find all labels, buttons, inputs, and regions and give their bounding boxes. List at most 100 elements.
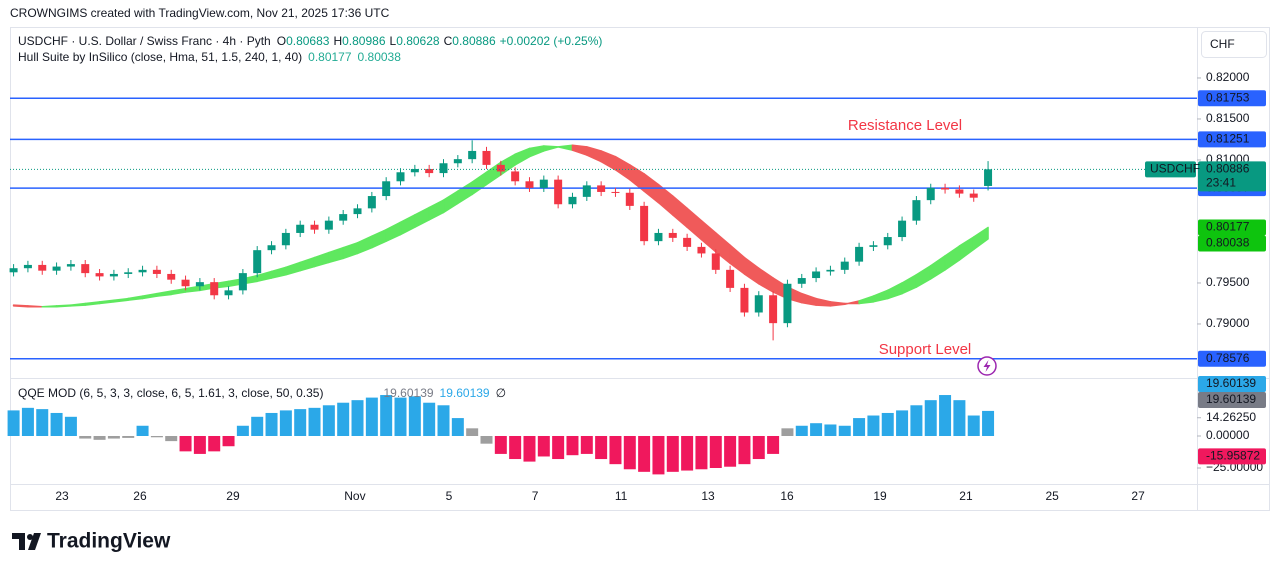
histogram-bar <box>738 435 751 465</box>
brand: TradingView <box>47 530 171 553</box>
currency-label[interactable]: CHF <box>1210 37 1235 51</box>
level-label: 0.81251 <box>1206 132 1250 146</box>
y-tick-label: 0.82000 <box>1206 70 1250 84</box>
level-label: 0.78576 <box>1206 351 1250 365</box>
histogram-bar <box>466 428 479 436</box>
histogram-bar <box>408 396 421 436</box>
histogram-bar <box>982 410 995 436</box>
candle-body <box>396 172 405 182</box>
low-value: 0.80628 <box>396 34 440 48</box>
candle-body <box>339 214 348 221</box>
candle-body <box>754 295 763 313</box>
candle-body <box>969 193 978 198</box>
legend-title: USDCHF · U.S. Dollar / Swiss Franc · 4h … <box>18 34 271 48</box>
ohlc-label: C <box>444 34 453 48</box>
y-tick-label: 0.81500 <box>1206 111 1250 125</box>
histogram-bar <box>767 435 780 454</box>
histogram-bar <box>423 402 436 436</box>
x-tick-label: Nov <box>344 489 365 503</box>
candle-body <box>66 264 75 267</box>
histogram-bar <box>394 397 407 436</box>
histogram-bar <box>365 397 378 436</box>
histogram-bar <box>695 435 708 470</box>
hull-band <box>543 145 559 152</box>
candle-body <box>511 171 520 182</box>
histogram-bar <box>666 435 679 472</box>
histogram-bar <box>79 435 92 439</box>
histogram-bar <box>7 410 20 436</box>
candle-body <box>38 264 47 271</box>
level-label-box <box>1198 350 1266 367</box>
candle-body <box>740 287 749 313</box>
histogram-bar <box>208 435 221 452</box>
candle-body <box>195 282 204 287</box>
candle-body <box>109 273 118 277</box>
histogram-bar <box>824 424 837 436</box>
histogram-bar <box>709 435 722 468</box>
candle-body <box>296 224 305 233</box>
qqe-hist-box <box>1198 376 1266 392</box>
qqe-na: ∅ <box>496 386 506 400</box>
candle-body <box>539 179 548 188</box>
candle-body <box>654 232 663 242</box>
logo <box>12 533 41 550</box>
histogram-bar <box>337 402 350 436</box>
alert-icon[interactable] <box>977 356 997 376</box>
candle-body <box>683 237 692 247</box>
candle-body <box>582 185 591 197</box>
histogram-bar <box>838 425 851 436</box>
candle-body <box>769 295 778 324</box>
candle-body <box>726 269 735 288</box>
candle-body <box>124 272 133 274</box>
histogram-bar <box>150 435 163 438</box>
x-tick-label: 16 <box>780 489 794 503</box>
qqe-line-value: 19.60139 <box>383 386 433 400</box>
close-value: 0.80886 <box>452 34 496 48</box>
histogram-bar <box>924 400 937 436</box>
histogram-bar <box>480 435 493 444</box>
candle-body <box>783 283 792 324</box>
candle-body <box>367 196 376 209</box>
histogram-bar <box>552 435 565 460</box>
alert-bolt[interactable] <box>983 360 991 372</box>
price-label-box <box>1198 161 1266 192</box>
histogram-bar <box>681 435 694 471</box>
candle-body <box>640 205 649 242</box>
histogram-bar <box>494 435 507 454</box>
histogram-bar <box>623 435 636 470</box>
countdown: 23:41 <box>1206 175 1236 189</box>
candle-body <box>324 220 333 230</box>
histogram-bar <box>881 412 894 436</box>
candle-body <box>869 245 878 247</box>
candle-body <box>152 269 161 274</box>
qqe-hist-value: 19.60139 <box>440 386 490 400</box>
candle-body <box>941 187 950 190</box>
annotation: Support Level <box>879 341 972 358</box>
plot-area <box>7 97 1197 475</box>
candle-body <box>812 271 821 279</box>
histogram-bar <box>279 410 292 436</box>
y-tick-label: 0.00000 <box>1206 428 1250 442</box>
candle-body <box>625 192 634 206</box>
y-tick-label: 0.79500 <box>1206 275 1250 289</box>
candle-body <box>281 232 290 246</box>
x-tick-label: 7 <box>532 489 539 503</box>
x-tick-label: 29 <box>226 489 240 503</box>
currency-button[interactable] <box>1201 31 1267 58</box>
candle-body <box>425 168 434 174</box>
hull-slow-value: 0.80038 <box>358 50 402 64</box>
candle-body <box>52 266 61 271</box>
x-tick-label: 21 <box>959 489 973 503</box>
level-label-box <box>1198 90 1266 107</box>
hull-label: 0.80038 <box>1206 236 1250 250</box>
histogram-bar <box>652 435 665 475</box>
qqe-hist-label: 19.60139 <box>1206 376 1256 390</box>
ohlc-label: L <box>390 34 397 48</box>
x-tick-label: 26 <box>133 489 147 503</box>
histogram-bar <box>21 407 34 436</box>
candle-body <box>525 181 534 188</box>
candle-body <box>210 282 219 296</box>
histogram-bar <box>595 435 608 460</box>
candle-body <box>439 163 448 174</box>
candle-body <box>797 278 806 284</box>
